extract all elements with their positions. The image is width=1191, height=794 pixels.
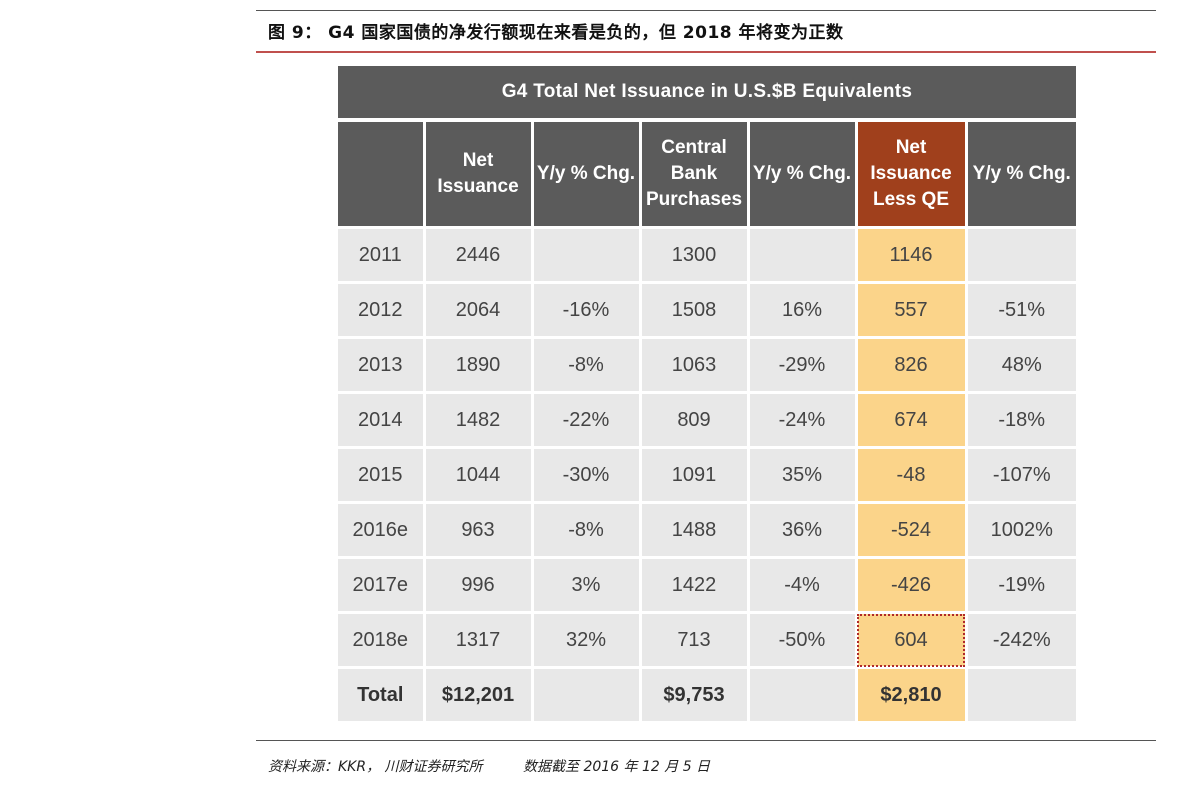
value-cell: 1044 (424, 446, 534, 503)
year-cell: 2011 (338, 226, 426, 283)
table-row: 2018e 1317 32% 713 -50% 604 -242% (338, 611, 1076, 668)
value-cell: -50% (748, 611, 858, 668)
value-cell: 996 (424, 556, 534, 613)
value-cell: -426 (856, 556, 968, 613)
value-cell: -242% (966, 611, 1076, 668)
value-cell: -30% (532, 446, 642, 503)
value-cell: -18% (966, 391, 1076, 448)
value-cell: 48% (966, 336, 1076, 393)
title-rule (256, 51, 1156, 53)
header-net-issuance-less-qe: Net Issuance Less QE (856, 122, 968, 228)
year-cell: 2018e (338, 611, 426, 668)
header-net-issuance: Net Issuance (424, 122, 534, 228)
value-cell (966, 226, 1076, 283)
table-row: 2014 1482 -22% 809 -24% 674 -18% (338, 391, 1076, 448)
value-cell: 1002% (966, 501, 1076, 558)
value-cell: 2064 (424, 281, 534, 338)
header-yy-chg-1: Y/y % Chg. (532, 122, 642, 228)
table-row: 2015 1044 -30% 1091 35% -48 -107% (338, 446, 1076, 503)
table-row: 2012 2064 -16% 1508 16% 557 -51% (338, 281, 1076, 338)
value-cell: -8% (532, 501, 642, 558)
value-cell: 36% (748, 501, 858, 558)
value-cell: 32% (532, 611, 642, 668)
year-cell: 2015 (338, 446, 426, 503)
header-yy-chg-2: Y/y % Chg. (748, 122, 858, 228)
table-title: G4 Total Net Issuance in U.S.$B Equivale… (338, 66, 1076, 118)
value-cell: $9,753 (640, 666, 750, 721)
figure-title: 图 9： G4 国家国债的净发行额现在来看是负的，但 2018 年将变为正数 (268, 23, 844, 43)
value-cell: 3% (532, 556, 642, 613)
total-label-cell: Total (338, 666, 426, 721)
value-cell (532, 666, 642, 721)
table-header-row: Net Issuance Y/y % Chg. Central Bank Pur… (338, 122, 1076, 228)
value-cell: -524 (856, 501, 968, 558)
source-note: 资料来源：KKR， 川财证券研究所 数据截至 2016 年 12 月 5 日 (268, 756, 710, 776)
value-cell (748, 226, 858, 283)
year-cell: 2016e (338, 501, 426, 558)
issuance-table: Net Issuance Y/y % Chg. Central Bank Pur… (338, 122, 1076, 721)
value-cell: -29% (748, 336, 858, 393)
top-rule (256, 10, 1156, 11)
value-cell: 809 (640, 391, 750, 448)
value-cell: 1300 (640, 226, 750, 283)
header-yy-chg-3: Y/y % Chg. (966, 122, 1076, 228)
value-cell: 674 (856, 391, 968, 448)
value-cell: 16% (748, 281, 858, 338)
value-cell: -8% (532, 336, 642, 393)
value-cell: -4% (748, 556, 858, 613)
value-cell: 1091 (640, 446, 750, 503)
value-cell: -24% (748, 391, 858, 448)
value-cell: -19% (966, 556, 1076, 613)
header-year (338, 122, 426, 228)
value-cell: 826 (856, 336, 968, 393)
table-row: 2017e 996 3% 1422 -4% -426 -19% (338, 556, 1076, 613)
value-cell: -48 (856, 446, 968, 503)
value-cell: 713 (640, 611, 750, 668)
value-cell: 604 (856, 611, 968, 668)
value-cell: $12,201 (424, 666, 534, 721)
table-total-row: Total $12,201 $9,753 $2,810 (338, 666, 1076, 721)
value-cell: 963 (424, 501, 534, 558)
value-cell: 1508 (640, 281, 750, 338)
value-cell: 1063 (640, 336, 750, 393)
table-row: 2011 2446 1300 1146 (338, 226, 1076, 283)
value-cell: -107% (966, 446, 1076, 503)
value-cell: 1488 (640, 501, 750, 558)
value-cell: $2,810 (856, 666, 968, 721)
value-cell: 1890 (424, 336, 534, 393)
year-cell: 2013 (338, 336, 426, 393)
value-cell: 35% (748, 446, 858, 503)
table-row: 2016e 963 -8% 1488 36% -524 1002% (338, 501, 1076, 558)
source-text: 资料来源：KKR， 川财证券研究所 (268, 759, 483, 775)
value-cell: 1146 (856, 226, 968, 283)
value-cell: 1422 (640, 556, 750, 613)
value-cell: 557 (856, 281, 968, 338)
value-cell: 1317 (424, 611, 534, 668)
issuance-table-panel: G4 Total Net Issuance in U.S.$B Equivale… (338, 66, 1076, 721)
value-cell (532, 226, 642, 283)
value-cell: -16% (532, 281, 642, 338)
bottom-rule (256, 740, 1156, 741)
year-cell: 2014 (338, 391, 426, 448)
year-cell: 2017e (338, 556, 426, 613)
table-row: 2013 1890 -8% 1063 -29% 826 48% (338, 336, 1076, 393)
header-central-bank-purchases: Central Bank Purchases (640, 122, 750, 228)
year-cell: 2012 (338, 281, 426, 338)
date-note: 数据截至 2016 年 12 月 5 日 (523, 759, 711, 775)
value-cell (966, 666, 1076, 721)
value-cell: 2446 (424, 226, 534, 283)
value-cell (748, 666, 858, 721)
value-cell: -22% (532, 391, 642, 448)
value-cell: 1482 (424, 391, 534, 448)
value-cell: -51% (966, 281, 1076, 338)
